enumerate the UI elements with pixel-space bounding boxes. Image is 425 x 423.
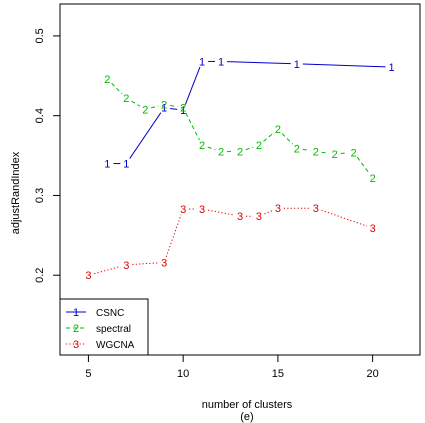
data-point-marker: 2 bbox=[313, 147, 319, 159]
series-spectral: 2 2 2 2 2 2 2 2 2 2 2 2 2 2 2 bbox=[104, 74, 375, 185]
data-point-marker: 1 bbox=[294, 59, 300, 71]
data-point-marker: 2 bbox=[161, 100, 167, 112]
series-segment bbox=[207, 209, 235, 216]
data-point-marker: 3 bbox=[85, 270, 91, 282]
series-csnc: 1 1 1 1 1 1 1 1 bbox=[104, 56, 394, 170]
series-segment bbox=[264, 210, 273, 215]
series-segment bbox=[94, 265, 121, 275]
data-point-marker: 3 bbox=[370, 223, 376, 235]
series-segment bbox=[356, 156, 370, 174]
legend-label: spectral bbox=[96, 324, 131, 335]
series-segment bbox=[302, 63, 386, 68]
series-segment bbox=[150, 105, 159, 109]
data-point-marker: 2 bbox=[237, 147, 243, 159]
data-point-marker: 2 bbox=[275, 124, 281, 136]
legend-marker: 1 bbox=[73, 307, 79, 319]
data-point-marker: 2 bbox=[104, 74, 110, 86]
series-segment bbox=[281, 133, 293, 145]
series-segment bbox=[111, 82, 123, 95]
chart-caption: (e) bbox=[240, 411, 253, 423]
legend: 1 CSNC 2 spectral 3 WGCNA bbox=[59, 298, 149, 356]
series-segment bbox=[170, 107, 178, 110]
series-segment bbox=[321, 151, 329, 154]
data-point-marker: 3 bbox=[275, 203, 281, 215]
y-tick-label: 0.4 bbox=[34, 108, 46, 123]
data-point-marker: 1 bbox=[123, 159, 129, 171]
data-point-marker: 3 bbox=[180, 204, 186, 216]
axes-layer: 5 10 15 20 0.2 0.3 0.4 0.5 bbox=[34, 3, 421, 380]
data-point-marker: 2 bbox=[351, 147, 357, 159]
series-wgcna: 3 3 3 3 3 3 3 3 3 3 bbox=[85, 203, 375, 282]
data-point-marker: 3 bbox=[199, 204, 205, 216]
data-point-marker: 2 bbox=[199, 140, 205, 152]
data-point-marker: 2 bbox=[180, 103, 186, 115]
data-point-marker: 2 bbox=[123, 93, 129, 105]
series-segment bbox=[245, 146, 254, 151]
legend-marker: 3 bbox=[73, 339, 79, 351]
series-segment bbox=[340, 152, 348, 154]
y-tick-label: 0.2 bbox=[34, 268, 46, 283]
series-segment bbox=[165, 214, 182, 257]
legend-label: WGCNA bbox=[96, 340, 135, 351]
series-segment bbox=[185, 112, 200, 141]
legend-label: CSNC bbox=[96, 308, 124, 319]
data-point-marker: 2 bbox=[256, 140, 262, 152]
data-point-marker: 1 bbox=[199, 56, 205, 68]
series-segment bbox=[321, 209, 368, 227]
data-point-marker: 2 bbox=[294, 143, 300, 155]
x-tick-label: 20 bbox=[367, 368, 379, 380]
data-point-marker: 3 bbox=[313, 203, 319, 215]
series-segment bbox=[227, 61, 291, 65]
series-segment bbox=[132, 262, 159, 265]
data-point-marker: 3 bbox=[256, 211, 262, 223]
data-point-marker: 1 bbox=[161, 103, 167, 115]
y-axis-title: adjustRandIndex bbox=[10, 151, 22, 234]
data-point-marker: 1 bbox=[180, 105, 186, 117]
data-point-marker: 3 bbox=[237, 211, 243, 223]
legend-marker: 2 bbox=[73, 323, 79, 335]
series-segment bbox=[131, 100, 141, 107]
x-tick-label: 15 bbox=[272, 368, 284, 380]
x-tick-label: 10 bbox=[177, 368, 189, 380]
data-point-marker: 1 bbox=[389, 62, 395, 74]
data-point-marker: 3 bbox=[123, 260, 129, 272]
legend-box bbox=[59, 298, 149, 356]
data-point-marker: 3 bbox=[161, 257, 167, 269]
y-tick-label: 0.5 bbox=[34, 28, 46, 43]
series-segment bbox=[263, 132, 274, 142]
series-segment bbox=[302, 148, 310, 152]
plot-frame bbox=[59, 3, 421, 356]
series-segment bbox=[129, 112, 162, 159]
series-segment bbox=[184, 66, 201, 105]
data-point-marker: 2 bbox=[332, 149, 338, 161]
x-axis-title: number of clusters bbox=[202, 399, 293, 411]
data-point-marker: 1 bbox=[218, 56, 224, 68]
data-point-marker: 2 bbox=[370, 173, 376, 185]
data-point-marker: 2 bbox=[142, 104, 148, 116]
data-point-marker: 1 bbox=[104, 159, 110, 171]
x-tick-label: 5 bbox=[85, 368, 91, 380]
y-tick-label: 0.3 bbox=[34, 188, 46, 203]
series-segment bbox=[170, 105, 178, 108]
data-point-marker: 2 bbox=[218, 147, 224, 159]
series-segment bbox=[207, 146, 216, 151]
